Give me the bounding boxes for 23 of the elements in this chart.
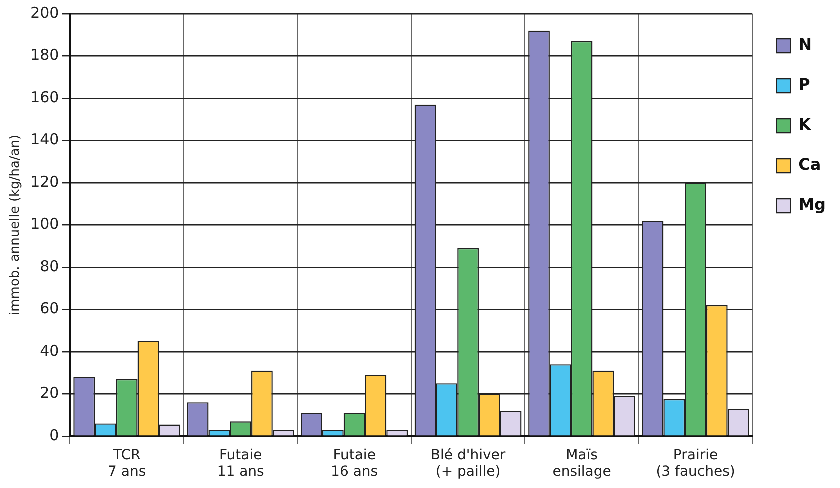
y-axis-title: immob. annuelle (kg/ha/an)	[8, 134, 24, 316]
y-tick-label: 20	[40, 384, 60, 402]
x-tick-label: TCR 7 ans	[108, 447, 146, 480]
y-tick-label: 140	[30, 130, 60, 149]
x-tick-label: Futaie 11 ans	[217, 447, 264, 480]
y-tick-label: 40	[40, 342, 60, 360]
legend-label: Mg	[798, 195, 826, 214]
y-tick-label: 80	[40, 257, 60, 276]
y-tick-label: 160	[30, 88, 60, 106]
x-tick-label: Maïs ensilage	[552, 447, 612, 480]
legend-label: N	[798, 35, 812, 54]
x-tick-label: Prairie (3 fauches)	[656, 447, 736, 480]
y-tick-label: 180	[30, 46, 60, 64]
x-tick-label: Futaie 16 ans	[331, 447, 378, 480]
legend-label: Ca	[798, 155, 822, 174]
x-tick-label: Blé d'hiver (+ paille)	[430, 447, 506, 480]
y-tick-label: 120	[30, 172, 60, 191]
legend-label: P	[798, 75, 811, 94]
y-tick-label: 100	[30, 215, 60, 234]
y-tick-label: 60	[40, 300, 60, 318]
y-tick-label: 0	[50, 426, 60, 444]
y-tick-label: 200	[30, 4, 60, 22]
legend-label: K	[798, 115, 812, 134]
